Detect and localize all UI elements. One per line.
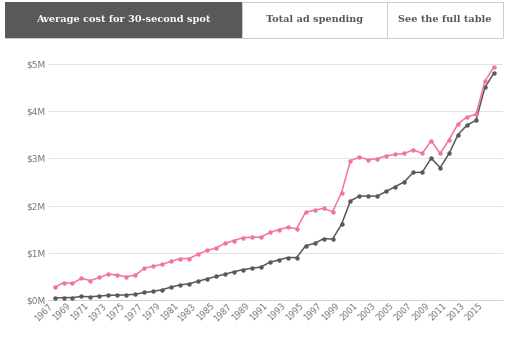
Bar — [5, 2, 503, 37]
Text: See the full table: See the full table — [398, 15, 492, 24]
Text: Total ad spending: Total ad spending — [266, 15, 363, 24]
Bar — [5, 2, 242, 37]
Text: Average cost for 30-second spot: Average cost for 30-second spot — [36, 15, 211, 24]
